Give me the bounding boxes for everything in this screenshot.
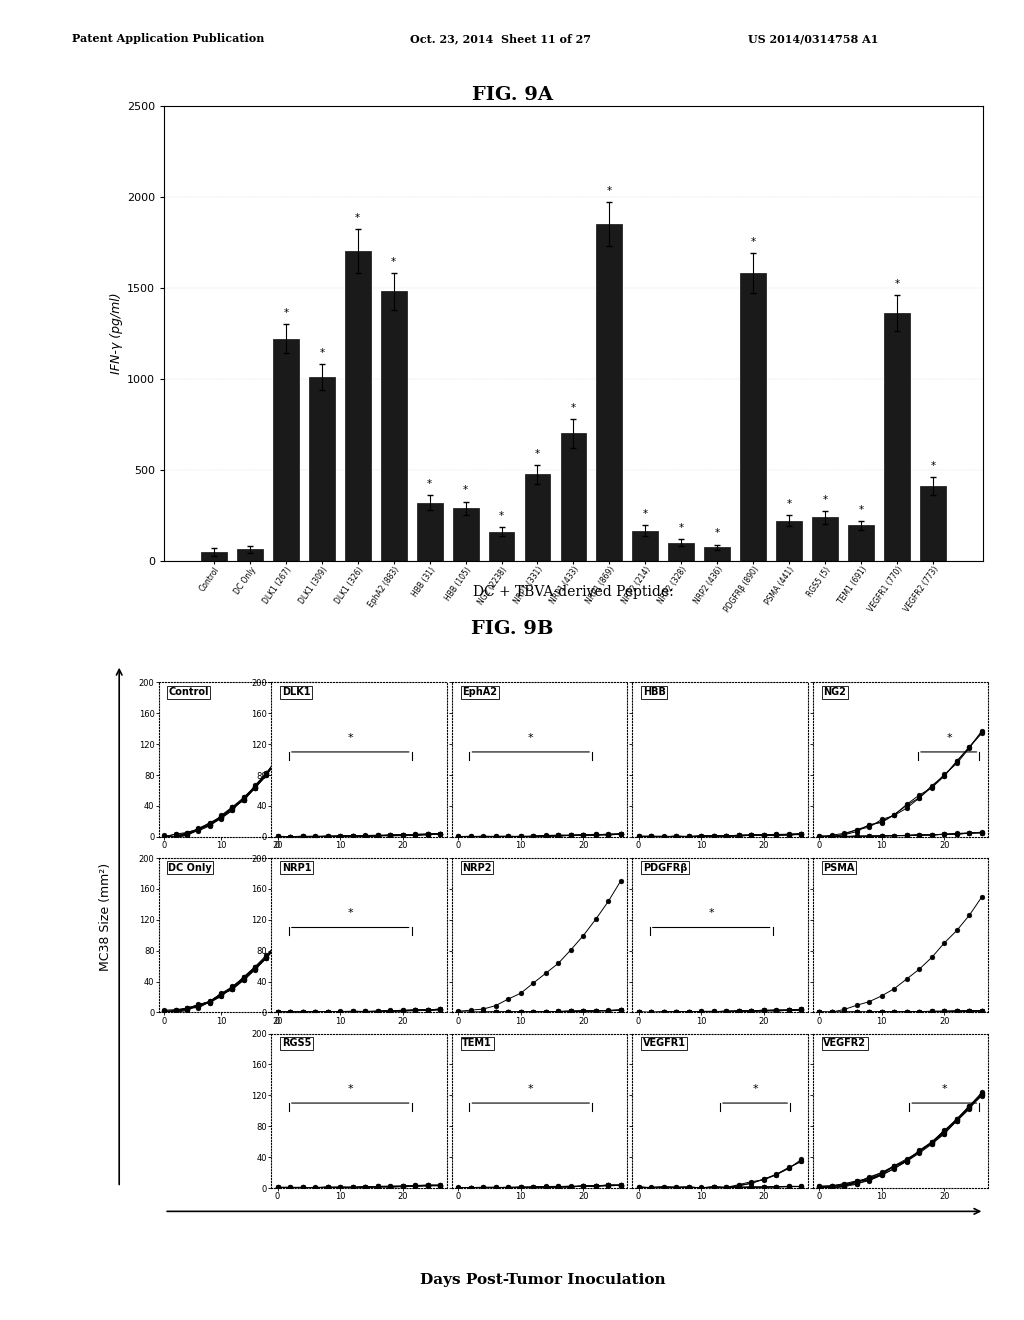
Text: *: * [643,510,648,519]
Text: FIG. 9B: FIG. 9B [471,620,553,639]
Text: HBB: HBB [643,688,666,697]
Bar [309,378,335,561]
Text: NRP2: NRP2 [463,863,492,873]
Text: *: * [947,733,952,743]
Bar [345,251,371,561]
Text: MC38 Size (mm²): MC38 Size (mm²) [99,863,113,972]
Text: PDGFRβ: PDGFRβ [643,863,687,873]
Text: *: * [753,1084,758,1094]
Text: *: * [347,908,353,919]
Text: *: * [715,528,720,539]
Text: *: * [941,1084,947,1094]
Bar [669,543,694,561]
Text: *: * [570,403,577,413]
Text: DC + TBVA-derived Peptide:: DC + TBVA-derived Peptide: [473,585,674,599]
Text: FIG. 9A: FIG. 9A [471,86,553,104]
Text: *: * [499,511,504,521]
Text: *: * [347,1084,353,1094]
Bar [417,503,442,561]
Text: NRP1: NRP1 [282,863,311,873]
Bar [848,525,873,561]
Text: NG2: NG2 [823,688,846,697]
Bar [524,474,551,561]
Text: *: * [528,733,534,743]
Text: Oct. 23, 2014  Sheet 11 of 27: Oct. 23, 2014 Sheet 11 of 27 [410,33,591,44]
Text: *: * [751,236,756,247]
Bar [201,552,227,561]
Text: Patent Application Publication: Patent Application Publication [72,33,264,44]
Text: Control: Control [168,688,209,697]
Text: *: * [858,504,863,515]
Bar [237,549,263,561]
Text: *: * [786,499,792,510]
Text: *: * [607,186,612,195]
Text: *: * [528,1084,534,1094]
Bar [920,486,946,561]
Bar [705,548,730,561]
Bar [812,517,838,561]
Text: DLK1: DLK1 [282,688,310,697]
Text: TEM1: TEM1 [463,1039,493,1048]
Y-axis label: IFN-γ (pg/ml): IFN-γ (pg/ml) [110,293,123,374]
Text: *: * [822,495,827,504]
Text: RGS5: RGS5 [282,1039,311,1048]
Bar [453,508,478,561]
Text: Days Post-Tumor Inoculation: Days Post-Tumor Inoculation [420,1272,666,1287]
Text: *: * [535,449,540,459]
Bar [740,273,766,561]
Bar [381,292,407,561]
Text: VEGFR1: VEGFR1 [643,1039,686,1048]
Text: *: * [319,348,325,358]
Bar [633,531,658,561]
Text: *: * [347,733,353,743]
Text: EphA2: EphA2 [463,688,498,697]
Bar [488,532,514,561]
Text: *: * [427,479,432,488]
Bar [596,224,623,561]
Text: *: * [463,486,468,495]
Text: *: * [930,461,936,471]
Text: PSMA: PSMA [823,863,855,873]
Text: US 2014/0314758 A1: US 2014/0314758 A1 [748,33,878,44]
Bar [560,433,587,561]
Text: *: * [355,213,360,223]
Text: VEGFR2: VEGFR2 [823,1039,866,1048]
Text: DC Only: DC Only [168,863,212,873]
Bar [776,521,802,561]
Text: *: * [679,523,684,533]
Text: *: * [709,908,714,919]
Text: *: * [894,279,899,289]
Text: *: * [391,257,396,267]
Text: *: * [284,308,289,318]
Bar [273,339,299,561]
Bar [884,313,910,561]
